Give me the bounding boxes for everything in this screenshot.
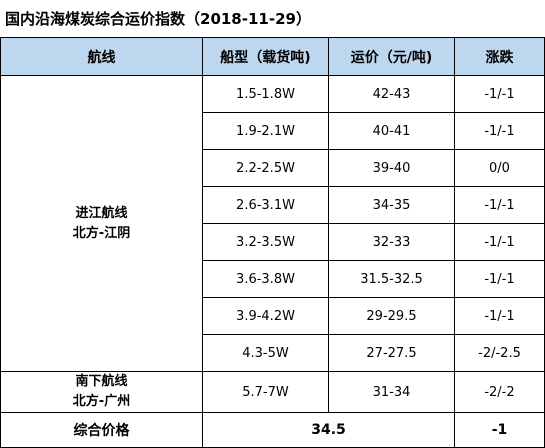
price-cell: 27-27.5 <box>328 334 455 372</box>
price-cell: 32-33 <box>328 223 455 261</box>
page-title: 国内沿海煤炭综合运价指数（2018-11-29） <box>5 10 311 28</box>
change-cell: -1/-1 <box>454 112 545 150</box>
ship-type-cell: 5.7-7W <box>202 371 329 413</box>
route-name: 南下航线 <box>75 374 128 389</box>
table-row: 南下航线 北方-广州 5.7-7W 31-34 -2/-2 <box>0 371 545 413</box>
ship-type-cell: 3.9-4.2W <box>202 297 329 335</box>
ship-type-cell: 3.6-3.8W <box>202 260 329 298</box>
route-path: 北方-江阴 <box>72 225 131 241</box>
change-cell: -1/-1 <box>454 297 545 335</box>
change-cell: -1/-1 <box>454 186 545 224</box>
table-row: 3.2-3.5W 32-33 -1/-1 <box>1 223 545 261</box>
change-cell: -2/-2 <box>454 371 545 413</box>
header-ship-type: 船型（载货吨) <box>202 37 329 76</box>
table-row: 3.6-3.8W 31.5-32.5 -1/-1 <box>1 260 545 298</box>
ship-type-cell: 2.2-2.5W <box>202 149 329 187</box>
header-freight-rate: 运价（元/吨) <box>328 37 455 76</box>
table-row: 2.6-3.1W 34-35 -1/-1 <box>1 186 545 224</box>
change-cell: -1/-1 <box>454 223 545 261</box>
change-cell: -1/-1 <box>454 75 545 113</box>
price-cell: 31-34 <box>328 371 455 413</box>
ship-type-cell: 2.6-3.1W <box>202 186 329 224</box>
summary-row: 综合价格 34.5 -1 <box>0 412 545 448</box>
summary-label: 综合价格 <box>0 412 203 448</box>
price-cell: 31.5-32.5 <box>328 260 455 298</box>
ship-type-cell: 4.3-5W <box>202 334 329 372</box>
change-cell: 0/0 <box>454 149 545 187</box>
price-cell: 40-41 <box>328 112 455 150</box>
route-cell-nanxia: 南下航线 北方-广州 <box>0 371 203 413</box>
table-row: 4.3-5W 27-27.5 -2/-2.5 <box>1 334 545 372</box>
price-cell: 34-35 <box>328 186 455 224</box>
route-cell-jinjiang: 进江航线 北方-江阴 <box>0 75 203 372</box>
summary-value: 34.5 <box>202 412 455 448</box>
change-cell: -1/-1 <box>454 260 545 298</box>
route-path: 北方-广州 <box>72 394 131 409</box>
ship-type-cell: 1.9-2.1W <box>202 112 329 150</box>
header-route: 航线 <box>0 37 203 76</box>
table-row: 3.9-4.2W 29-29.5 -1/-1 <box>1 297 545 335</box>
route-name: 进江航线 <box>75 205 128 221</box>
price-cell: 29-29.5 <box>328 297 455 335</box>
change-cell: -2/-2.5 <box>454 334 545 372</box>
table-row: 1.9-2.1W 40-41 -1/-1 <box>1 112 545 150</box>
ship-type-cell: 3.2-3.5W <box>202 223 329 261</box>
price-cell: 39-40 <box>328 149 455 187</box>
header-change: 涨跌 <box>454 37 545 76</box>
summary-change: -1 <box>454 412 545 448</box>
freight-index-table: 航线 船型（载货吨) 运价（元/吨) 涨跌 进江航线 北方-江阴 1.5-1.8… <box>0 37 545 448</box>
ship-type-cell: 1.5-1.8W <box>202 75 329 113</box>
price-cell: 42-43 <box>328 75 455 113</box>
table-row: 进江航线 北方-江阴 1.5-1.8W 42-43 -1/-1 <box>0 75 545 372</box>
header-row: 航线 船型（载货吨) 运价（元/吨) 涨跌 <box>0 37 545 76</box>
table-row: 2.2-2.5W 39-40 0/0 <box>1 149 545 187</box>
